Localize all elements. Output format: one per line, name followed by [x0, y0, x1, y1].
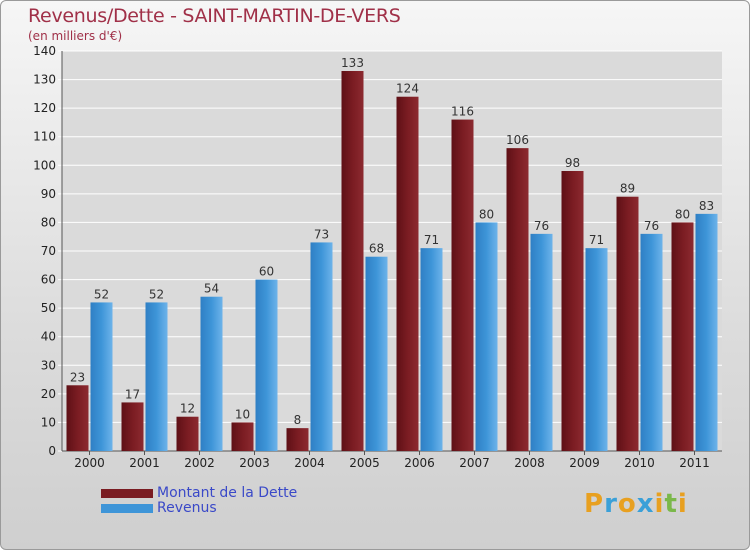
bar-revenue — [695, 213, 718, 451]
bar-debt — [451, 119, 474, 452]
legend-label-revenue: Revenus — [157, 500, 217, 516]
data-label: 71 — [424, 233, 439, 247]
bar-debt — [121, 402, 144, 451]
data-label: 17 — [125, 387, 140, 401]
legend-swatch-revenue — [101, 504, 153, 513]
y-tick-label: 20 — [41, 387, 56, 401]
data-label: 52 — [94, 287, 109, 301]
logo-letter: o — [617, 489, 637, 519]
bar-debt — [66, 385, 89, 451]
legend-item-revenue: Revenus — [101, 501, 297, 516]
y-tick-label: 120 — [33, 101, 56, 115]
x-tick-label: 2008 — [514, 456, 545, 470]
y-tick-label: 60 — [41, 273, 56, 287]
bar-revenue — [90, 302, 113, 451]
y-tick-label: 50 — [41, 301, 56, 315]
x-tick-label: 2005 — [349, 456, 380, 470]
data-label: 71 — [589, 233, 604, 247]
x-tick-label: 2006 — [404, 456, 435, 470]
data-label: 60 — [259, 265, 274, 279]
data-label: 54 — [204, 282, 219, 296]
logo-letter: i — [677, 489, 688, 519]
bar-revenue — [530, 233, 553, 451]
bar-debt — [231, 422, 254, 451]
bar-debt — [671, 222, 694, 451]
logo-letter: P — [584, 489, 605, 519]
y-tick-label: 100 — [33, 158, 56, 172]
bar-revenue — [310, 242, 333, 451]
y-tick-label: 0 — [48, 444, 56, 458]
chart-subtitle: (en milliers d'€) — [28, 29, 123, 43]
data-label: 76 — [644, 219, 659, 233]
data-label: 83 — [699, 199, 714, 213]
data-label: 52 — [149, 287, 164, 301]
x-tick-label: 2004 — [294, 456, 325, 470]
x-tick-label: 2011 — [679, 456, 710, 470]
data-label: 116 — [451, 105, 474, 119]
data-label: 8 — [294, 413, 302, 427]
data-label: 133 — [341, 56, 364, 70]
x-tick-label: 2009 — [569, 456, 600, 470]
chart-title: Revenus/Dette - SAINT-MARTIN-DE-VERS — [28, 5, 401, 27]
data-label: 76 — [534, 219, 549, 233]
bar-debt — [561, 171, 584, 451]
y-tick-label: 80 — [41, 215, 56, 229]
bar-debt — [616, 196, 639, 451]
logo-letter: x — [636, 489, 655, 519]
bar-revenue — [475, 222, 498, 451]
y-tick-label: 90 — [41, 187, 56, 201]
bar-revenue — [255, 279, 278, 451]
data-label: 80 — [479, 207, 494, 221]
bar-debt — [341, 71, 364, 451]
y-tick-label: 70 — [41, 244, 56, 258]
bar-debt — [506, 148, 529, 451]
data-label: 124 — [396, 82, 419, 96]
y-tick-label: 40 — [41, 330, 56, 344]
legend-label-debt: Montant de la Dette — [157, 485, 298, 501]
bar-revenue — [640, 233, 663, 451]
bar-debt — [176, 416, 199, 451]
x-tick-label: 2010 — [624, 456, 655, 470]
proxiti-logo: Proxiti — [584, 489, 688, 519]
legend-item-debt: Montant de la Dette — [101, 486, 297, 501]
bar-revenue — [145, 302, 168, 451]
bar-revenue — [420, 248, 443, 451]
bar-revenue — [200, 296, 223, 451]
data-label: 73 — [314, 227, 329, 241]
x-tick-label: 2003 — [239, 456, 270, 470]
legend: Montant de la Dette Revenus — [101, 486, 297, 516]
x-tick-label: 2001 — [129, 456, 160, 470]
data-label: 68 — [369, 242, 384, 256]
x-tick-label: 2000 — [74, 456, 105, 470]
bar-revenue — [365, 256, 388, 451]
legend-swatch-debt — [101, 489, 153, 498]
bar-revenue — [585, 248, 608, 451]
y-tick-label: 30 — [41, 358, 56, 372]
y-tick-label: 140 — [33, 44, 56, 58]
x-tick-label: 2002 — [184, 456, 215, 470]
logo-letter: t — [664, 489, 678, 519]
data-label: 106 — [506, 133, 529, 147]
data-label: 10 — [235, 407, 250, 421]
data-label: 89 — [620, 182, 635, 196]
logo-letter: r — [604, 489, 618, 519]
bar-debt — [396, 96, 419, 451]
data-label: 80 — [675, 207, 690, 221]
data-label: 98 — [565, 156, 580, 170]
y-tick-label: 130 — [33, 73, 56, 87]
data-label: 23 — [70, 370, 85, 384]
bar-debt — [286, 428, 309, 451]
data-label: 12 — [180, 402, 195, 416]
y-tick-label: 110 — [33, 130, 56, 144]
x-tick-label: 2007 — [459, 456, 490, 470]
logo-letter: i — [654, 489, 665, 519]
y-tick-label: 10 — [41, 415, 56, 429]
